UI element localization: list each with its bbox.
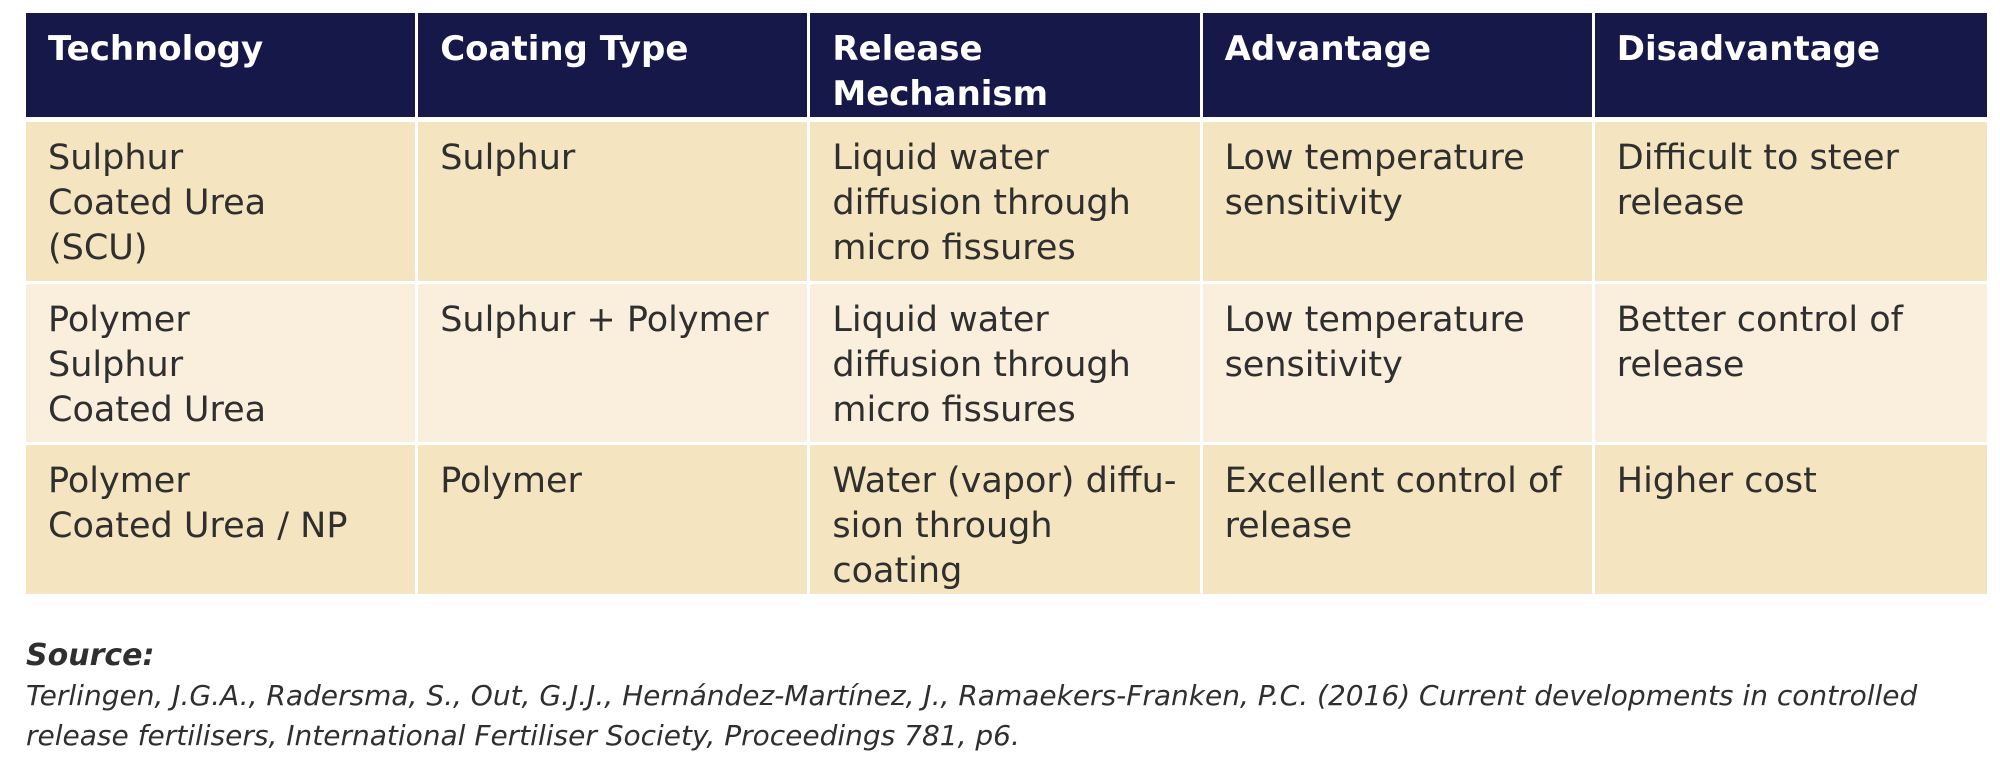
cell-advantage: Low temperature sensitivity (1202, 284, 1595, 445)
cell-coating-type: Sulphur + Polymer (418, 284, 811, 445)
fertiliser-comparison-table: Technology Coating Type Release Mechanis… (26, 13, 1987, 597)
source-citation: Source: Terlingen, J.G.A., Radersma, S.,… (26, 636, 1986, 756)
cell-advantage: Excellent control of release (1202, 445, 1595, 597)
header-advantage: Advantage (1202, 13, 1595, 122)
cell-technology: Polymer Coated Urea / NP (26, 445, 419, 597)
header-release-mechanism: Release Mechanism (810, 13, 1203, 122)
header-disadvantage: Disadvantage (1594, 13, 1987, 122)
cell-technology: Sulphur Coated Urea (SCU) (26, 122, 419, 284)
cell-disadvantage: Difficult to steer release (1594, 122, 1987, 284)
cell-coating-type: Sulphur (418, 122, 811, 284)
table-body: Sulphur Coated Urea (SCU) Sulphur Liquid… (26, 122, 1987, 597)
header-technology: Technology (26, 13, 419, 122)
table-row: Sulphur Coated Urea (SCU) Sulphur Liquid… (26, 122, 1987, 284)
cell-release-mechanism: Water (vapor) diffu- sion through coatin… (810, 445, 1203, 597)
source-label: Source: (26, 638, 155, 673)
cell-disadvantage: Better control of release (1594, 284, 1987, 445)
cell-coating-type: Polymer (418, 445, 811, 597)
table-header: Technology Coating Type Release Mechanis… (26, 13, 1987, 122)
cell-release-mechanism: Liquid water diffusion through micro fis… (810, 122, 1203, 284)
cell-release-mechanism: Liquid water diffusion through micro fis… (810, 284, 1203, 445)
source-reference: Terlingen, J.G.A., Radersma, S., Out, G.… (26, 679, 1918, 752)
table-row: Polymer Sulphur Coated Urea Sulphur + Po… (26, 284, 1987, 445)
header-row: Technology Coating Type Release Mechanis… (26, 13, 1987, 122)
cell-technology: Polymer Sulphur Coated Urea (26, 284, 419, 445)
table-row: Polymer Coated Urea / NP Polymer Water (… (26, 445, 1987, 597)
cell-advantage: Low temperature sensitivity (1202, 122, 1595, 284)
cell-disadvantage: Higher cost (1594, 445, 1987, 597)
header-coating-type: Coating Type (418, 13, 811, 122)
